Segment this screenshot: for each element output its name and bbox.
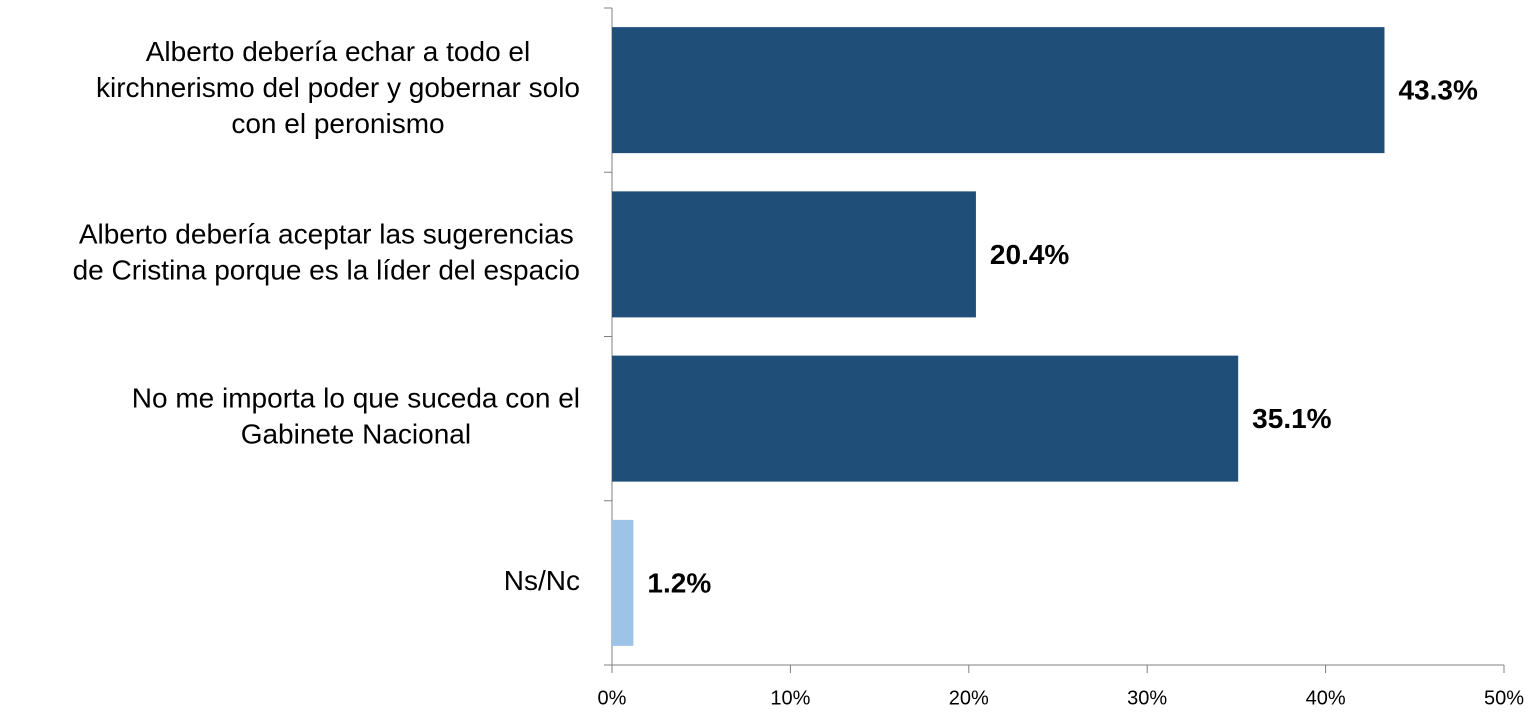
category-label: Alberto debería aceptar las sugerencias d… [73, 219, 580, 286]
x-tick-label: 20% [949, 687, 989, 709]
value-label: 1.2% [647, 567, 711, 598]
x-tick-label: 30% [1127, 687, 1167, 709]
x-tick-label: 40% [1306, 687, 1346, 709]
x-tick-label: 10% [770, 687, 810, 709]
bar [612, 519, 634, 646]
value-label: 43.3% [1398, 75, 1477, 106]
bar [612, 191, 976, 318]
category-label: Ns/Nc [504, 565, 580, 596]
category-label: No me importa lo que suceda con el Gabine… [132, 383, 580, 450]
bar [612, 27, 1385, 154]
bar [612, 355, 1239, 482]
value-label: 35.1% [1252, 403, 1331, 434]
category-label: Alberto debería echar a todo el kirchneri… [96, 37, 580, 140]
x-tick-label: 50% [1484, 687, 1524, 709]
x-tick-label: 0% [598, 687, 627, 709]
value-label: 20.4% [990, 239, 1069, 270]
